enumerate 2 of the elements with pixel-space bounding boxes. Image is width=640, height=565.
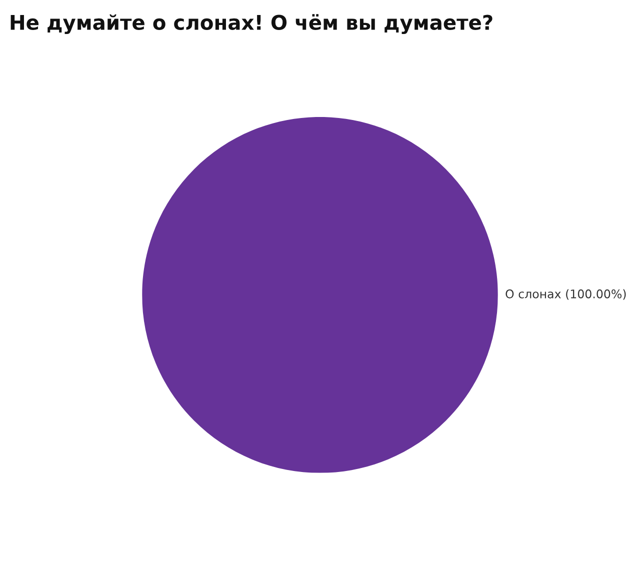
chart-title: Не думайте о слонах! О чём вы думаете? bbox=[10, 14, 492, 34]
slice-label: О слонах (100.00%) bbox=[506, 289, 626, 300]
